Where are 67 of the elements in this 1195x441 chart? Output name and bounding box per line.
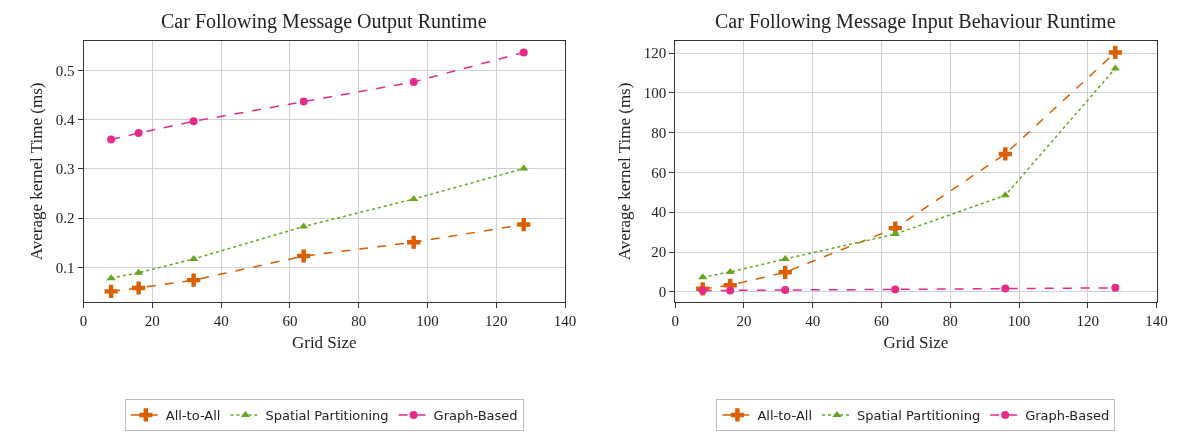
point: [726, 286, 735, 295]
x-tick-label: 60: [874, 312, 890, 329]
y-axis-title: Average kernel Time (ms): [27, 82, 47, 261]
point: [891, 285, 900, 294]
point: [297, 249, 311, 263]
y-tick-label: 60: [651, 164, 667, 181]
y-tick-label: 40: [651, 204, 667, 221]
y-tick-label: 20: [651, 244, 667, 261]
x-tick-label: 120: [484, 312, 508, 329]
y-axis-title: Average kernel Time (ms): [615, 82, 635, 261]
y-tick-label: 0: [658, 284, 667, 301]
point: [189, 117, 198, 126]
legend-label: Spatial Partitioning: [857, 408, 981, 424]
chart-title: Car Following Message Output Runtime: [161, 10, 487, 33]
x-tick-label: 120: [1076, 312, 1100, 329]
x-tick-label: 100: [1007, 312, 1031, 329]
x-axis-title: Grid Size: [883, 333, 949, 353]
x-tick-label: 140: [553, 312, 577, 329]
chart-title: Car Following Message Input Behaviour Runtime: [715, 10, 1116, 33]
point: [187, 273, 201, 287]
y-tick-label: 120: [643, 45, 667, 62]
legend-label: Spatial Partitioning: [265, 408, 389, 424]
y-tick-label: 100: [643, 85, 667, 102]
y-tick-label: 0.2: [55, 210, 75, 227]
point: [299, 222, 309, 229]
point: [725, 267, 735, 274]
point: [1111, 283, 1120, 292]
point: [1108, 45, 1122, 60]
point: [778, 265, 792, 279]
point: [107, 135, 116, 144]
x-tick-label: 0: [671, 312, 679, 329]
legend-label: Graph-Based: [433, 408, 518, 424]
point: [519, 48, 528, 57]
y-tick-label: 0.1: [55, 259, 75, 276]
point: [409, 77, 418, 86]
x-tick-label: 80: [351, 312, 367, 329]
y-tick-label: 0.5: [55, 62, 75, 79]
point: [998, 147, 1012, 161]
x-tick-label: 40: [805, 312, 821, 329]
point: [132, 281, 146, 295]
x-tick-label: 40: [213, 312, 229, 329]
x-tick-label: 140: [1145, 312, 1168, 329]
x-tick-label: 80: [942, 312, 958, 329]
point: [134, 129, 143, 138]
point: [104, 284, 118, 299]
x-axis-title: Grid Size: [291, 333, 357, 353]
legend-label: All-to-All: [757, 408, 813, 424]
point: [409, 194, 419, 201]
point: [189, 254, 199, 261]
point: [407, 235, 421, 249]
x-tick-label: 20: [736, 312, 752, 329]
y-tick-label: 0.4: [55, 112, 76, 129]
point: [781, 286, 790, 295]
point: [134, 268, 144, 275]
point: [890, 230, 900, 237]
x-tick-label: 100: [416, 312, 439, 329]
point: [299, 97, 308, 106]
x-tick-label: 60: [282, 312, 298, 329]
point: [517, 217, 531, 232]
point: [780, 254, 790, 261]
y-tick-label: 0.3: [55, 161, 75, 178]
legend-label: Graph-Based: [1025, 408, 1110, 424]
y-tick-label: 80: [651, 124, 667, 141]
x-tick-label: 20: [144, 312, 160, 329]
point: [1001, 284, 1010, 293]
legend-label: All-to-All: [165, 408, 221, 424]
x-tick-label: 0: [79, 312, 88, 329]
